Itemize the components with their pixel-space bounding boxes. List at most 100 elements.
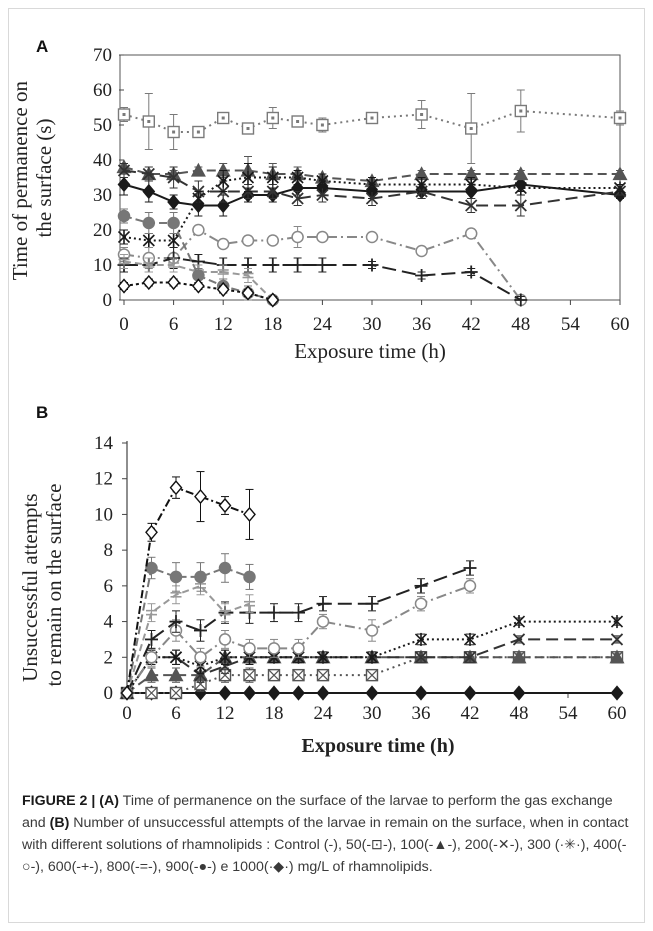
panel-b-point-ctrl [414,685,428,701]
panel-a-point-c800 [143,262,155,268]
panel-a-point-c300 [316,174,329,188]
panel-a-point-c50 [514,104,527,118]
panel-b-point-c50 [169,686,183,700]
panel-a-point-c400 [365,230,379,244]
panel-b-y-tick-label: 14 [94,433,114,454]
panel-b-point-c400 [243,642,256,655]
panel-b-y-tick-label: 12 [94,469,113,490]
panel-a-y-tick-label: 10 [93,255,112,276]
panel-b-series-c1000 [120,471,256,701]
panel-a-x-tick-label: 54 [561,314,581,335]
panel-a-x-tick-label: 60 [611,314,630,335]
panel-a-point-c300 [514,181,527,195]
panel-a-point-c50 [142,115,156,128]
panel-b-series-line-c400 [126,584,471,694]
panel-a-point-c600 [315,258,329,272]
panel-a-x-tick-label: 6 [169,314,179,335]
panel-a-x-tick-label: 0 [119,314,129,335]
panel-b-point-c400 [194,651,207,664]
panel-a-point-c600 [291,258,305,272]
panel-a-x-tick-label: 12 [214,314,233,335]
panel-b-point-ctrl [365,685,379,701]
panel-a-point-c100 [190,162,206,177]
panel-a-point-c300 [217,174,230,188]
panel-b-x-tick-label: 18 [265,703,284,724]
panel-a-series [116,89,628,308]
panel-b-point-c200 [414,651,428,664]
panel-a-y-tick-label: 30 [93,185,112,206]
panel-b-point-c100 [511,649,527,664]
panel-b-point-c100 [143,667,160,682]
panel-b-series-line-c300 [126,620,617,694]
panel-a: A 0 6 12 18 24 30 36 42 48 54 60 0 10 20 30 40 50 60 70 Ex… [8,37,630,363]
panel-b-series-c400 [120,578,477,700]
panel-b-point-ctrl [292,685,305,701]
panel-b-point-c50 [365,668,379,682]
panel-a-series-c1000 [117,274,280,308]
panel-a-point-c200 [117,164,131,177]
panel-b-error-bar-c800 [221,603,229,623]
panel-b-point-c900 [194,570,207,584]
panel-a-point-c600 [365,258,379,272]
panel-b-point-c900 [145,561,158,575]
panel-b-point-c600 [169,615,183,629]
panel-a-point-c100 [612,166,628,181]
panel-a-series-line-c200 [123,169,621,207]
panel-a-point-c100 [513,166,529,181]
panel-b-y-axis-title-line2: to remain on the surface [42,484,66,687]
panel-b-point-c800 [219,609,231,616]
panel-a-series-line-c300 [123,176,620,242]
panel-b-x-tick-label: 0 [122,703,132,724]
panel-b-point-ctrl [243,685,256,701]
panel-b-series [119,471,625,701]
panel-a-point-c50 [241,122,255,135]
panel-a-point-c50 [613,111,627,125]
panel-b-y-axis-title: Unsuccessful attempts to remain on the s… [18,484,66,687]
panel-b-letter: B [36,403,48,422]
panel-b-series-line-c50 [127,656,617,694]
panel-a-error-bar-c800 [169,257,178,273]
panel-a-point-c200 [291,192,304,205]
panel-b-error-bar-c800 [147,603,156,623]
panel-a-point-c400 [241,234,255,247]
panel-b-point-c50 [267,668,281,682]
panel-a-y-tick-label: 50 [93,115,112,136]
panel-b-point-c400 [316,615,330,628]
panel-a-point-c600 [514,293,528,307]
panel-b-point-ctrl [512,685,526,701]
panel-b-point-c400 [414,597,428,610]
panel-b-point-c300 [365,650,379,664]
panel-b-y-tick-label: 0 [104,683,114,704]
panel-a-y-axis-title-line1: Time of permanence on [8,81,32,281]
panel-b-point-c50 [218,668,232,682]
panel-b-point-c600 [267,606,281,620]
panel-a-point-c50 [167,125,180,139]
panel-b-point-c900 [218,561,232,575]
panel-a-point-c50 [117,108,131,121]
panel-b-point-c400 [218,633,232,646]
panel-a-point-c600 [415,269,429,282]
panel-a-point-c300 [241,171,255,184]
figure-caption: FIGURE 2 | (A) Time of permanence on the… [22,790,637,878]
panel-a-letter: A [36,37,48,56]
panel-a-x-axis-title: Exposure time (h) [294,339,446,363]
panel-a-point-c200 [316,188,329,202]
panel-b-point-c1000 [120,685,134,701]
panel-a-point-c800 [242,272,254,279]
panel-a-point-c50 [365,111,379,125]
panel-a-point-c200 [365,192,379,205]
panel-b-x-axis-title: Exposure time (h) [302,735,455,757]
panel-a-y-tick-label: 20 [93,220,112,241]
panel-b-point-c400 [292,642,305,655]
panel-b-x-tick-label: 60 [608,703,627,724]
panel-b-point-ctrl [610,685,624,701]
panel-a-point-c400 [464,227,478,240]
panel-a-y-tick-label: 0 [103,290,113,311]
panel-a-point-c300 [291,171,304,184]
panel-a-x-tick-label: 18 [263,314,282,335]
panel-a-point-ctrl [117,176,131,193]
caption-figure-label: FIGURE 2 | [22,793,96,809]
panel-b-error-bar-c800 [245,594,254,614]
